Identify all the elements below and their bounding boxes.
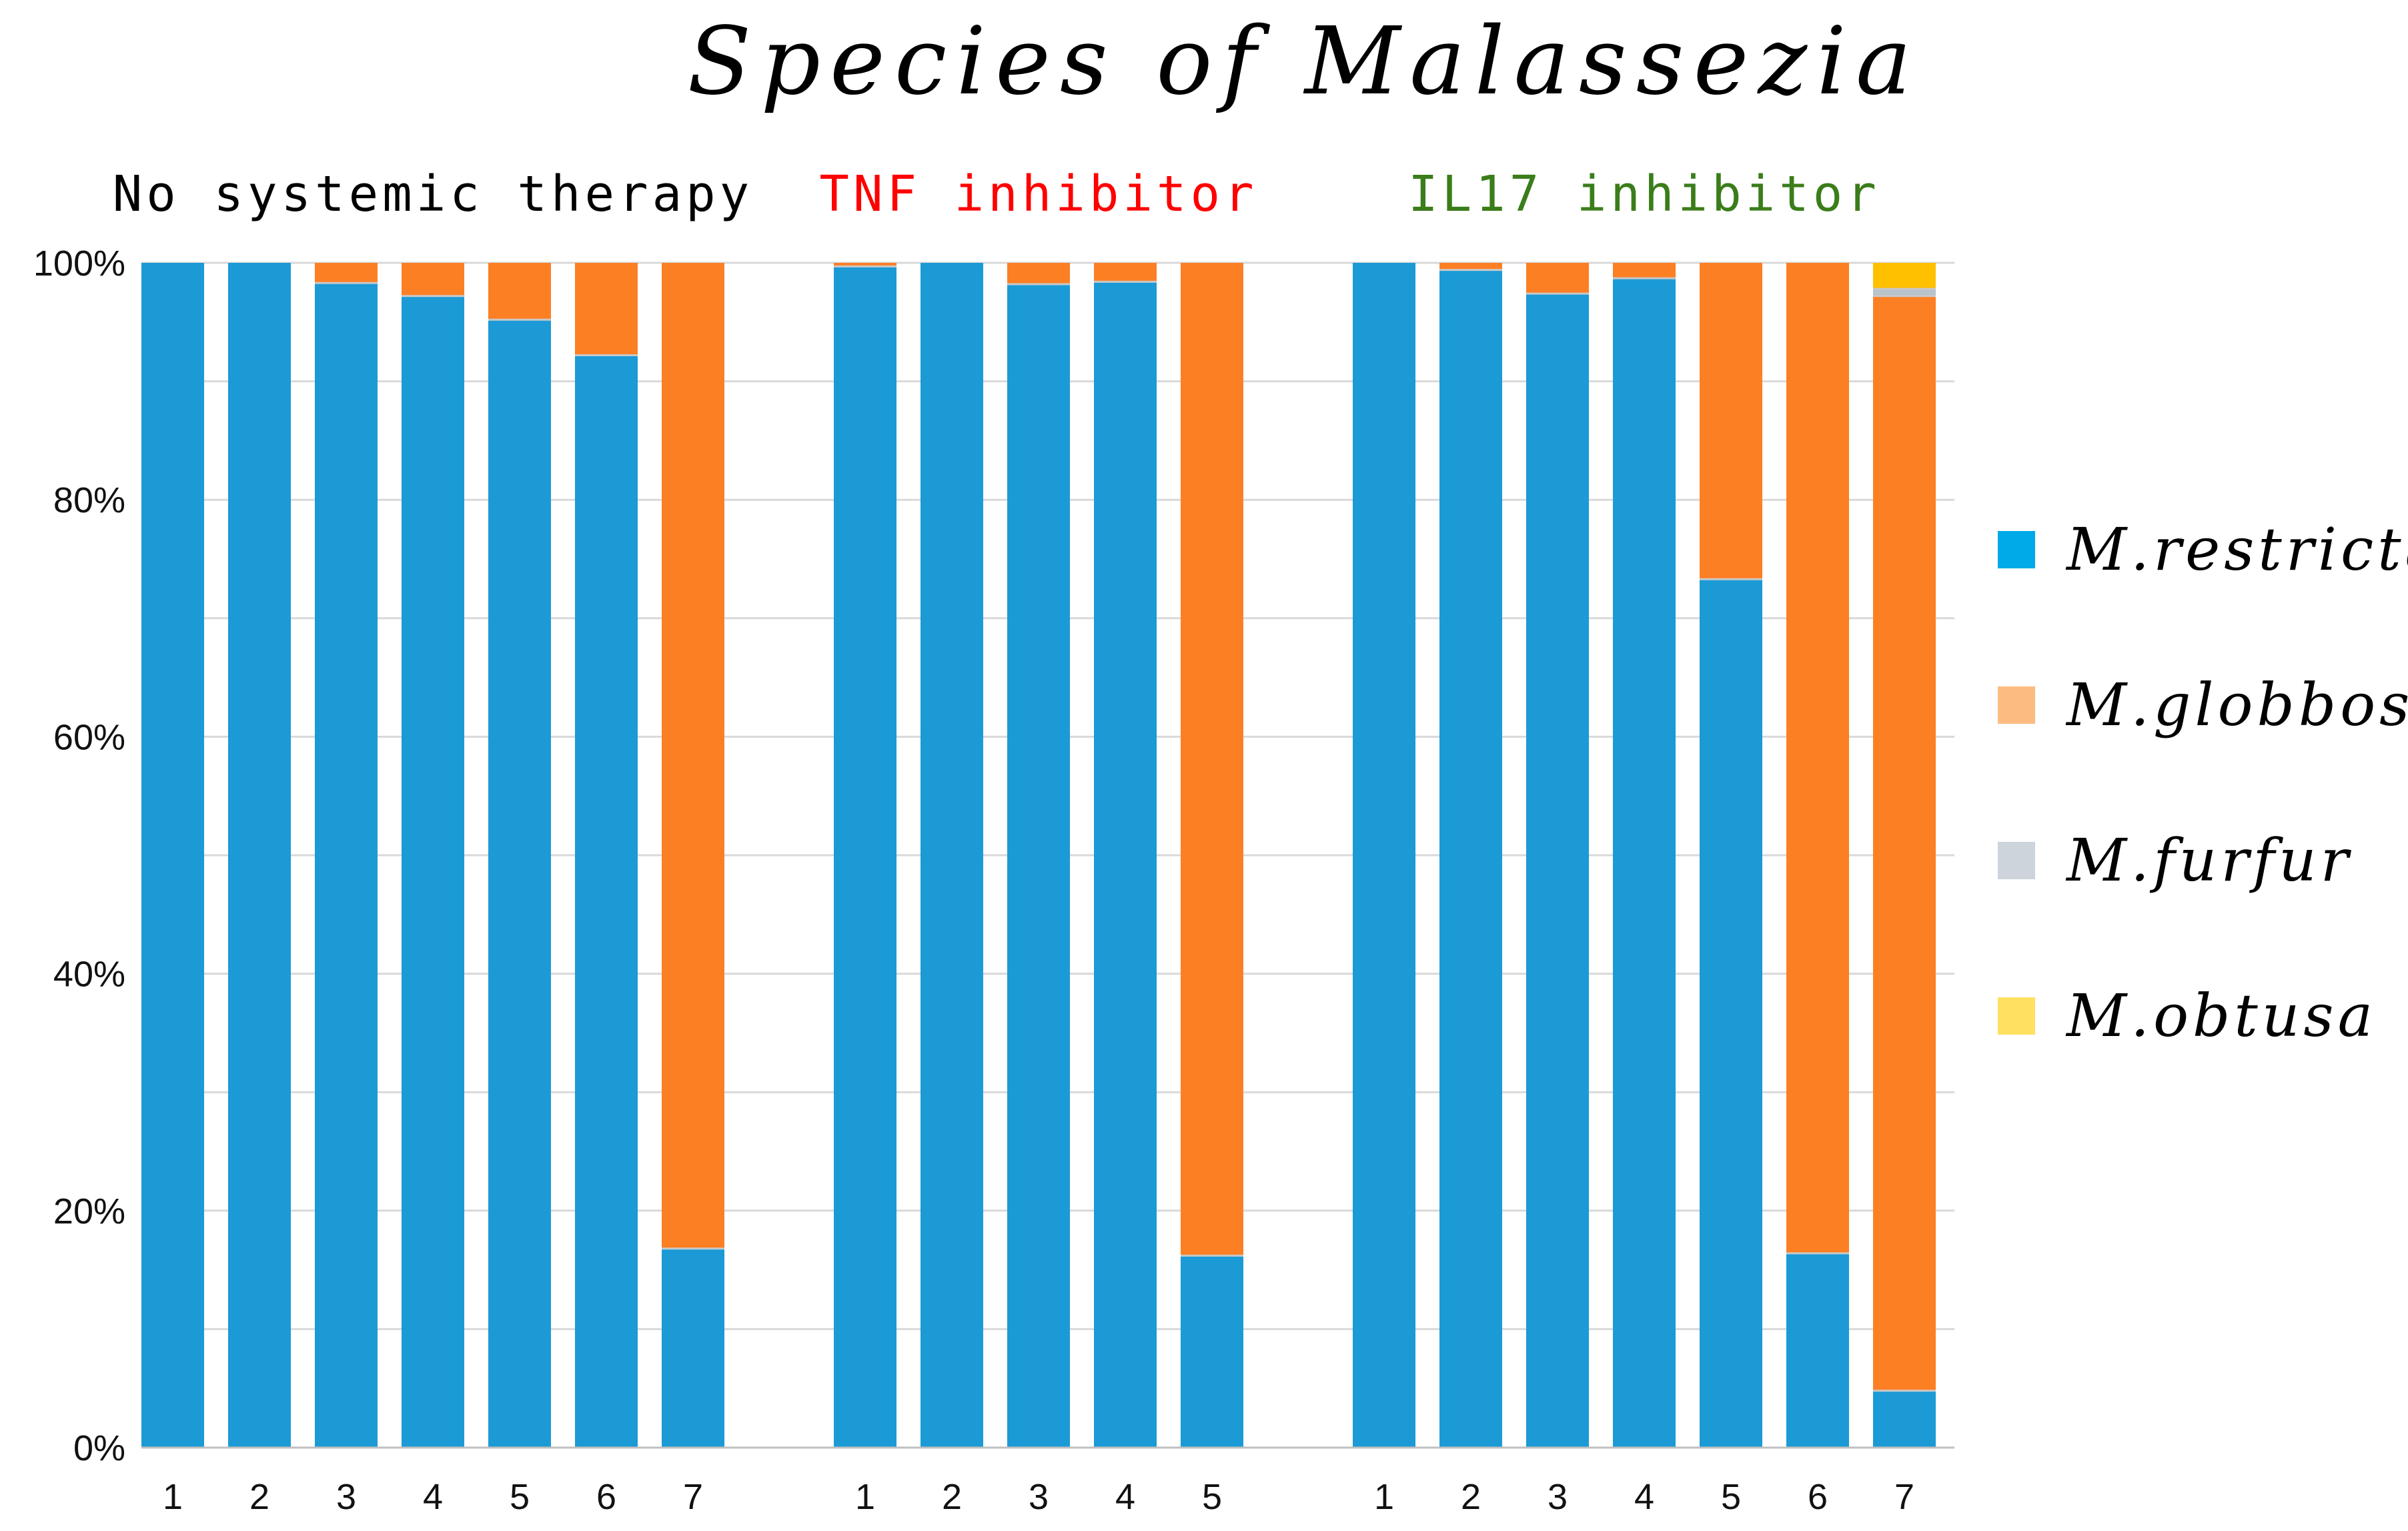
- x-axis-ticks: 1 2 3 4 5 6 7 1 2 3 4 5 1 2 3 4 5 6 7: [163, 1477, 1914, 1517]
- bar-segment: [662, 1248, 724, 1448]
- x-tick-label: 6: [1808, 1477, 1828, 1517]
- bar-segment: [834, 266, 896, 1448]
- bar-segment: [921, 263, 983, 1448]
- x-tick-label: 1: [163, 1477, 183, 1517]
- bar-segment: [315, 263, 378, 284]
- bar-segment: [1181, 263, 1243, 1256]
- legend: M.restricta M.globbosa M.furfur M.obtusa: [1998, 515, 2408, 1050]
- x-tick-label: 2: [942, 1477, 962, 1517]
- bar-segment: [1439, 263, 1502, 270]
- x-tick-label: 5: [510, 1477, 530, 1517]
- legend-label: M.restricta: [2065, 515, 2408, 584]
- legend-label: M.globbosa: [2065, 670, 2408, 739]
- bars: [141, 263, 1936, 1448]
- y-axis-ticks: 0% 20% 40% 60% 80% 100%: [33, 243, 125, 1468]
- bar-segment: [1094, 263, 1157, 282]
- legend-swatch: [1998, 686, 2035, 724]
- group-label: IL17 inhibitor: [1408, 165, 1880, 223]
- bar-segment: [488, 320, 551, 1448]
- x-tick-label: 7: [1894, 1477, 1914, 1517]
- bar-segment: [1353, 263, 1415, 1448]
- x-tick-label: 5: [1202, 1477, 1222, 1517]
- bar-segment: [488, 263, 551, 320]
- x-tick-label: 1: [1374, 1477, 1394, 1517]
- bar-segment: [834, 263, 896, 267]
- bar-segment: [662, 263, 724, 1249]
- bar-segment: [1007, 263, 1070, 284]
- y-tick-label: 40%: [53, 955, 125, 995]
- y-tick-label: 20%: [53, 1191, 125, 1231]
- x-tick-label: 3: [336, 1477, 356, 1517]
- bar-segment: [1526, 294, 1589, 1448]
- x-tick-label: 3: [1548, 1477, 1568, 1517]
- bar-segment: [1526, 263, 1589, 294]
- bar-segment: [228, 263, 291, 1448]
- bar-segment: [1700, 263, 1762, 580]
- legend-swatch: [1998, 531, 2035, 568]
- bar-segment: [1873, 296, 1936, 1391]
- x-tick-label: 6: [596, 1477, 616, 1517]
- bar-segment: [402, 296, 464, 1448]
- x-tick-label: 4: [423, 1477, 443, 1517]
- bar-segment: [1613, 263, 1676, 279]
- y-tick-label: 0%: [73, 1428, 125, 1468]
- x-tick-label: 2: [1461, 1477, 1481, 1517]
- bar-segment: [1700, 579, 1762, 1448]
- bar-segment: [315, 283, 378, 1448]
- bar-segment: [1786, 1253, 1849, 1448]
- bar-segment: [1786, 263, 1849, 1253]
- bar-segment: [1007, 284, 1070, 1448]
- x-tick-label: 7: [683, 1477, 703, 1517]
- x-tick-label: 2: [249, 1477, 269, 1517]
- x-tick-label: 4: [1634, 1477, 1654, 1517]
- bar-segment: [575, 263, 638, 356]
- bar-segment: [1873, 263, 1936, 290]
- group-label: No systemic therapy: [113, 165, 753, 223]
- legend-label: M.obtusa: [2065, 981, 2377, 1050]
- legend-swatch: [1998, 842, 2035, 879]
- group-label: TNF inhibitor: [819, 165, 1257, 223]
- y-tick-label: 60%: [53, 717, 125, 757]
- legend-label: M.furfur: [2065, 826, 2353, 895]
- bar-segment: [141, 263, 204, 1448]
- bar-segment: [402, 263, 464, 296]
- bar-segment: [1094, 282, 1157, 1448]
- bar-segment: [1873, 289, 1936, 296]
- bar-segment: [1613, 278, 1676, 1448]
- y-tick-label: 100%: [33, 243, 125, 284]
- x-tick-label: 5: [1721, 1477, 1741, 1517]
- legend-swatch: [1998, 997, 2035, 1035]
- group-labels: No systemic therapy TNF inhibitor IL17 inh…: [113, 165, 1880, 223]
- x-tick-label: 1: [855, 1477, 875, 1517]
- y-tick-label: 80%: [53, 480, 125, 520]
- chart-title: Species of Malassezia: [688, 7, 1921, 116]
- bar-segment: [575, 355, 638, 1448]
- bar-segment: [1873, 1390, 1936, 1448]
- x-tick-label: 4: [1115, 1477, 1135, 1517]
- x-tick-label: 3: [1029, 1477, 1049, 1517]
- bar-segment: [1181, 1255, 1243, 1448]
- bar-segment: [1439, 270, 1502, 1448]
